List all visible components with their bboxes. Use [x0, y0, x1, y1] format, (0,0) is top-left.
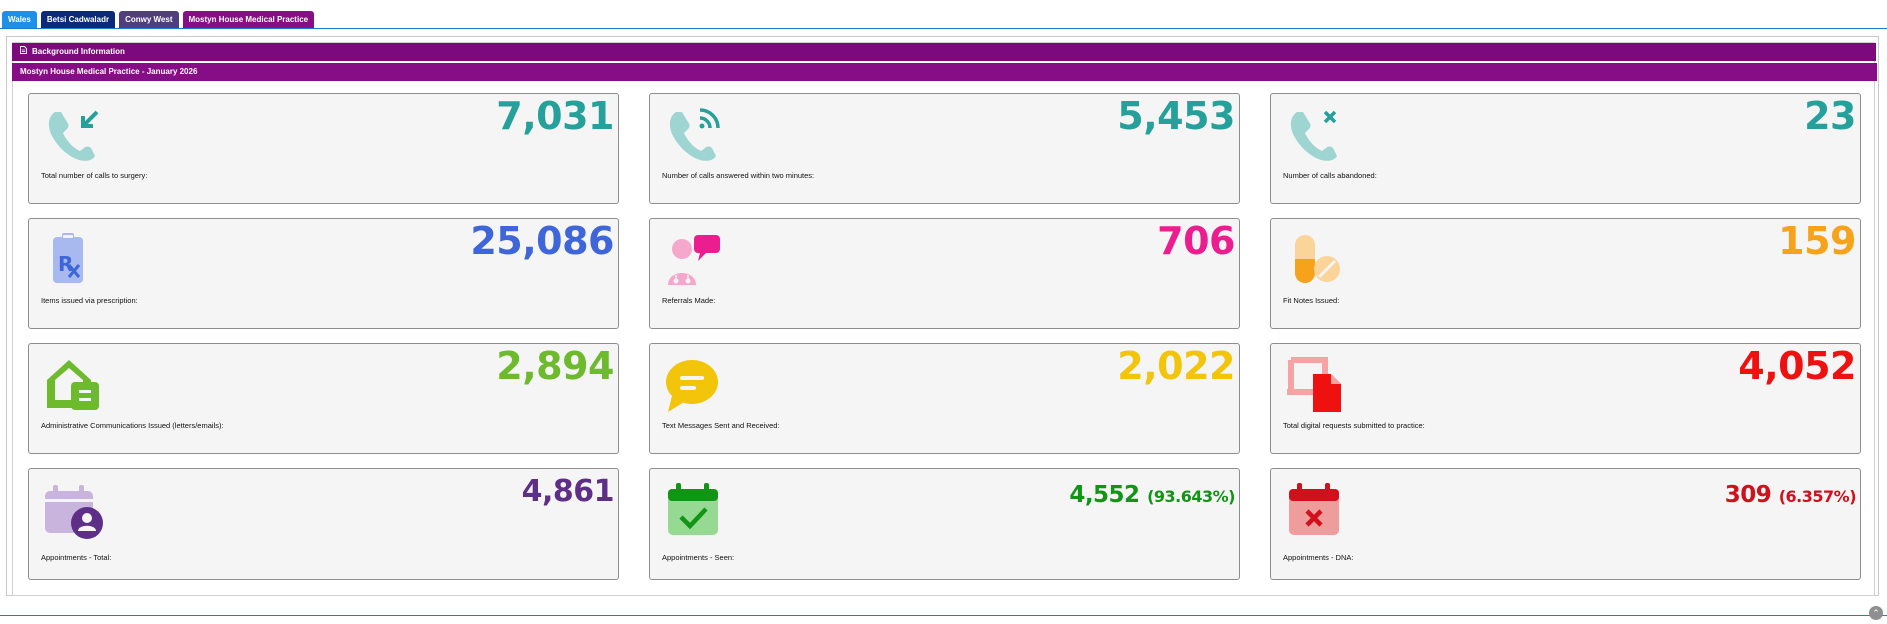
stat-number: 4,861 [521, 474, 615, 509]
stat-label: Number of calls answered within two minu… [662, 171, 815, 180]
stat-value: 4,861 [521, 474, 615, 509]
stat-percentage: (6.357%) [1778, 487, 1857, 506]
stat-number: 309 [1724, 482, 1772, 508]
practice-period-title: Mostyn House Medical Practice - January … [20, 67, 198, 76]
pills-icon [1285, 231, 1347, 289]
calendar-check-icon [664, 481, 726, 539]
stat-label: Appointments - DNA: [1283, 553, 1354, 562]
stat-card-calls-answered: 5,453 Number of calls answered within tw… [649, 93, 1240, 204]
phone-missed-icon [1285, 106, 1347, 164]
stat-card-digital-requests: 4,052 Total digital requests submitted t… [1270, 343, 1861, 454]
stat-card-calls-abandoned: 23 Number of calls abandoned: [1270, 93, 1861, 204]
prescription-icon: R [43, 231, 105, 289]
stat-card-appointments-dna: 309 (6.357%) Appointments - DNA: [1270, 468, 1861, 580]
stat-value: 25,086 [470, 219, 614, 263]
stat-value: 7,031 [496, 94, 614, 138]
footer-line [0, 615, 1887, 616]
stat-card-appointments-seen: 4,552 (93.643%) Appointments - Seen: [649, 468, 1240, 580]
stat-card-referrals: 706 Referrals Made: [649, 218, 1240, 329]
referral-icon [664, 231, 726, 289]
stat-value: 4,552 (93.643%) [1069, 482, 1235, 508]
stat-label: Items issued via prescription: [41, 296, 138, 305]
scroll-to-top-button[interactable]: ⌃ [1869, 606, 1883, 620]
stat-value: 309 (6.357%) [1724, 482, 1857, 508]
stat-value: 5,453 [1117, 94, 1235, 138]
tab-conwy-west[interactable]: Conwy West [119, 11, 179, 29]
calendar-user-icon [43, 481, 105, 539]
stat-value: 159 [1778, 219, 1856, 263]
stat-value: 4,052 [1738, 344, 1856, 388]
stat-label: Total number of calls to surgery: [41, 171, 148, 180]
stat-label: Fit Notes Issued: [1283, 296, 1340, 305]
stat-value: 2,894 [496, 344, 614, 388]
message-icon [664, 356, 726, 414]
tab-underline [0, 28, 1887, 29]
practice-period-bar: Mostyn House Medical Practice - January … [12, 63, 1877, 81]
stat-value: 23 [1804, 94, 1856, 138]
stat-label: Referrals Made: [662, 296, 716, 305]
stat-card-prescriptions: R 25,086 Items issued via prescription: [28, 218, 619, 329]
digital-request-icon [1285, 356, 1347, 414]
background-information-bar[interactable]: Background Information [12, 43, 1876, 61]
stat-card-admin-comms: 2,894 Administrative Communications Issu… [28, 343, 619, 454]
document-icon [20, 43, 27, 61]
stat-card-total-calls: 7,031 Total number of calls to surgery: [28, 93, 619, 204]
stat-number: 4,552 [1069, 482, 1140, 508]
svg-text:R: R [58, 252, 73, 276]
stat-label: Text Messages Sent and Received: [662, 421, 780, 430]
stat-card-appointments-total: 4,861 Appointments - Total: [28, 468, 619, 580]
region-tabs: Wales Betsi Cadwaladr Conwy West Mostyn … [2, 11, 315, 29]
stat-label: Appointments - Total: [41, 553, 112, 562]
stat-label: Administrative Communications Issued (le… [41, 421, 224, 430]
stat-label: Number of calls abandoned: [1283, 171, 1377, 180]
stat-card-fit-notes: 159 Fit Notes Issued: [1270, 218, 1861, 329]
phone-incoming-icon [43, 106, 105, 164]
mailbox-icon [43, 356, 105, 414]
stat-label: Appointments - Seen: [662, 553, 735, 562]
tab-betsi-cadwaladr[interactable]: Betsi Cadwaladr [40, 11, 116, 29]
background-information-label: Background Information [32, 47, 125, 57]
stat-label: Total digital requests submitted to prac… [1283, 421, 1425, 430]
calendar-x-icon [1285, 481, 1347, 539]
stat-value: 706 [1157, 219, 1235, 263]
stat-percentage: (93.643%) [1147, 487, 1235, 506]
tab-mostyn-house[interactable]: Mostyn House Medical Practice [182, 11, 315, 29]
tab-wales[interactable]: Wales [2, 11, 37, 29]
stat-card-text-messages: 2,022 Text Messages Sent and Received: [649, 343, 1240, 454]
phone-answered-icon [664, 106, 726, 164]
stat-value: 2,022 [1117, 344, 1235, 388]
